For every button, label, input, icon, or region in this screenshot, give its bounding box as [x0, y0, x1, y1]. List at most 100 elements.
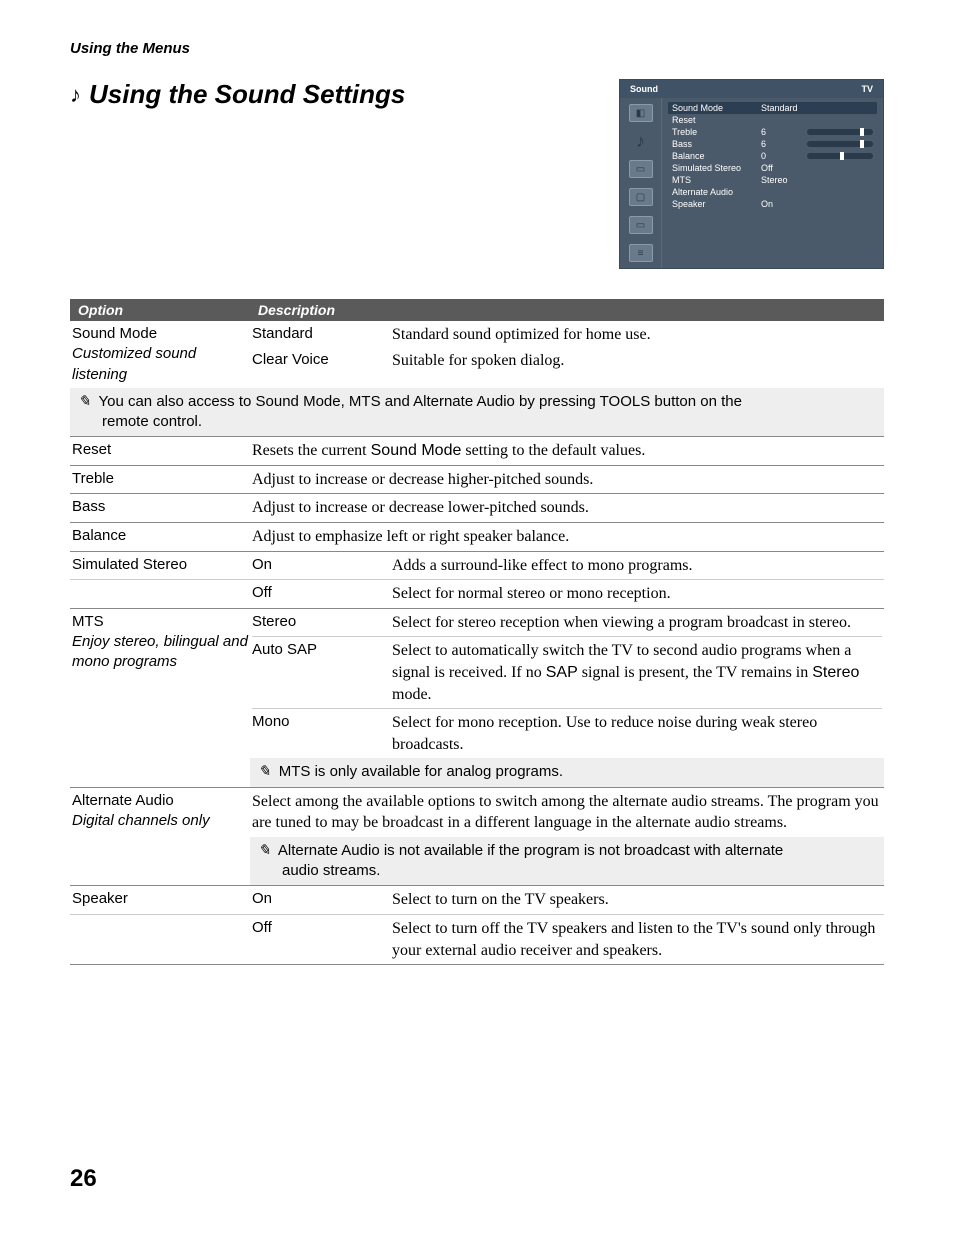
text-sim-off: Select for normal stereo or mono recepti… [392, 583, 882, 605]
osd-value: Standard [761, 103, 803, 113]
row-mts: MTS Enjoy stereo, bilingual and mono pro… [70, 609, 884, 788]
osd-slider [807, 141, 873, 147]
text-speaker-off: Select to turn off the TV speakers and l… [392, 918, 882, 961]
text-reset: Resets the current Sound Mode setting to… [252, 440, 882, 462]
osd-row: Treble 6 [668, 126, 877, 138]
osd-row: Speaker On [668, 198, 877, 210]
note-alt-audio: ✎ Alternate Audio is not available if th… [250, 837, 884, 886]
row-sound-mode: Sound Mode Customized sound listening St… [70, 321, 884, 388]
page-title: ♪ Using the Sound Settings [70, 79, 405, 110]
osd-list: Sound ModeStandardResetTreble6Bass6Balan… [662, 98, 883, 268]
text-balance: Adjust to emphasize left or right speake… [252, 526, 882, 548]
osd-label: Sound Mode [672, 103, 757, 113]
screen-icon: ▭ [629, 160, 653, 178]
sublabel: Enjoy stereo, bilingual and mono program… [72, 633, 248, 670]
note-text: MTS is only available for analog program… [279, 763, 563, 780]
label: Alternate Audio [72, 792, 174, 809]
options-header: Option Description [70, 299, 884, 321]
row-alt-audio: Alternate Audio Digital channels only Se… [70, 788, 884, 887]
text-stereo: Select for stereo reception when viewing… [392, 612, 882, 634]
parental-icon: ▭ [629, 216, 653, 234]
t: Sound Mode [371, 442, 462, 459]
opt-name-balance: Balance [72, 526, 252, 546]
osd-value: Stereo [761, 175, 803, 185]
osd-label: Simulated Stereo [672, 163, 757, 173]
sound-icon: ♪ [629, 132, 653, 150]
val-speaker-on: On [252, 889, 392, 909]
note-text: You can also access to Sound Mode, MTS a… [98, 393, 741, 410]
text-mono: Select for mono reception. Use to reduce… [392, 712, 882, 755]
header-description: Description [258, 302, 398, 318]
page-number: 26 [70, 1165, 884, 1193]
note-text-cont: audio streams. [258, 861, 876, 881]
osd-value: 6 [761, 127, 803, 137]
note-mts: ✎ MTS is only available for analog progr… [250, 758, 884, 786]
music-note-icon: ♪ [70, 82, 81, 108]
note-icon: ✎ [78, 394, 91, 410]
osd-slider [807, 153, 873, 159]
page-title-text: Using the Sound Settings [89, 79, 405, 110]
label: Sound Mode [72, 325, 157, 342]
val-sim-on: On [252, 555, 392, 575]
osd-label: Bass [672, 139, 757, 149]
options-table: Option Description Sound Mode Customized… [70, 299, 884, 965]
t: signal is present, the TV remains in [578, 664, 812, 681]
text-bass: Adjust to increase or decrease lower-pit… [252, 497, 882, 519]
note-text-cont: remote control. [78, 412, 876, 432]
osd-value: On [761, 199, 803, 209]
opt-name-mts: MTS Enjoy stereo, bilingual and mono pro… [72, 612, 252, 673]
text-clear-voice: Suitable for spoken dialog. [392, 350, 882, 372]
row-sim-stereo: Simulated Stereo On Adds a surround-like… [70, 552, 884, 609]
osd-value: Off [761, 163, 803, 173]
osd-row: Simulated Stereo Off [668, 162, 877, 174]
t: SAP [546, 664, 578, 681]
text-speaker-on: Select to turn on the TV speakers. [392, 889, 882, 911]
osd-value: 0 [761, 151, 803, 161]
val-speaker-off: Off [252, 918, 392, 938]
t: mode. [392, 686, 432, 703]
row-balance: Balance Adjust to emphasize left or righ… [70, 523, 884, 552]
text-standard: Standard sound optimized for home use. [392, 324, 882, 346]
opt-name-sim-stereo: Simulated Stereo [72, 555, 252, 575]
osd-row: Balance 0 [668, 150, 877, 162]
t: Stereo [812, 664, 859, 681]
note-icon: ✎ [258, 843, 271, 859]
osd-row: Reset [668, 114, 877, 126]
osd-menu: Sound TV ◧ ♪ ▭ ▢ ▭ ≡ Sound ModeStandardR… [619, 79, 884, 269]
text-treble: Adjust to increase or decrease higher-pi… [252, 469, 882, 491]
t: setting to the default values. [461, 442, 645, 459]
text-sim-on: Adds a surround-like effect to mono prog… [392, 555, 882, 577]
osd-row: Bass 6 [668, 138, 877, 150]
picture-icon: ◧ [629, 104, 653, 122]
osd-row: Alternate Audio [668, 186, 877, 198]
opt-name-treble: Treble [72, 469, 252, 489]
val-stereo: Stereo [252, 612, 392, 632]
sublabel: Digital channels only [72, 812, 210, 829]
text-autosap: Select to automatically switch the TV to… [392, 640, 882, 705]
opt-name-bass: Bass [72, 497, 252, 517]
row-reset: Reset Resets the current Sound Mode sett… [70, 437, 884, 466]
osd-header-left: Sound [630, 84, 658, 94]
osd-row: MTS Stereo [668, 174, 877, 186]
setup-icon: ≡ [629, 244, 653, 262]
opt-name-alt-audio: Alternate Audio Digital channels only [72, 791, 252, 832]
label: MTS [72, 613, 104, 630]
osd-label: Treble [672, 127, 757, 137]
note-icon: ✎ [258, 764, 271, 780]
osd-value: 6 [761, 139, 803, 149]
osd-header-right: TV [861, 84, 873, 94]
t: Resets the current [252, 442, 371, 459]
note-tools-button: ✎ You can also access to Sound Mode, MTS… [70, 388, 884, 438]
opt-name-speaker: Speaker [72, 889, 252, 909]
osd-label: MTS [672, 175, 757, 185]
osd-label: Balance [672, 151, 757, 161]
title-row: ♪ Using the Sound Settings Sound TV ◧ ♪ … [70, 79, 884, 269]
val-standard: Standard [252, 324, 392, 344]
osd-label: Alternate Audio [672, 187, 757, 197]
text-alt-audio: Select among the available options to sw… [252, 791, 882, 834]
opt-name-sound-mode: Sound Mode Customized sound listening [72, 324, 252, 385]
osd-row: Sound Mode Standard [668, 102, 877, 114]
osd-label: Speaker [672, 199, 757, 209]
opt-name-reset: Reset [72, 440, 252, 460]
row-bass: Bass Adjust to increase or decrease lowe… [70, 494, 884, 523]
